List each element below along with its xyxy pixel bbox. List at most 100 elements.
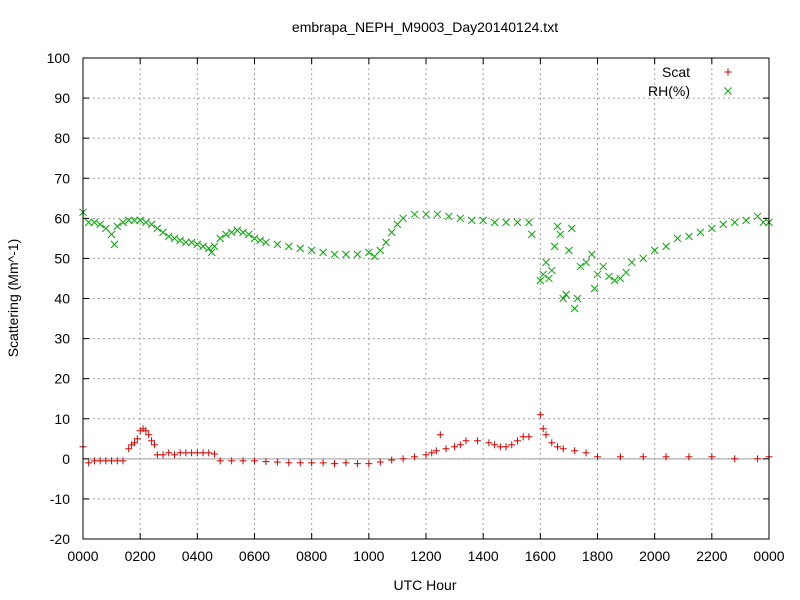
scat-point <box>251 457 258 465</box>
x-tick-label: 1600 <box>525 548 556 564</box>
scat-point <box>376 458 384 466</box>
legend-label-scat: Scat <box>662 64 690 80</box>
rh-point <box>307 246 316 255</box>
rh-point <box>570 304 579 313</box>
scat-point <box>85 459 93 467</box>
y-tick-label: 60 <box>54 210 70 226</box>
data-points <box>79 208 773 468</box>
scat-point <box>662 453 670 461</box>
rh-point <box>284 242 293 251</box>
scat-point <box>150 441 158 449</box>
scat-point <box>559 445 567 453</box>
x-tick-label: 2000 <box>639 548 670 564</box>
rh-point <box>605 272 613 281</box>
rh-point <box>479 216 488 225</box>
y-tick-label: 0 <box>62 451 70 467</box>
x-tick-label: 2200 <box>696 548 727 564</box>
rh-point <box>410 210 419 219</box>
rh-point <box>239 228 247 237</box>
scat-point <box>142 427 150 435</box>
rh-point <box>399 214 407 223</box>
rh-point <box>187 238 196 247</box>
scat-point <box>205 449 213 457</box>
y-tick-labels: -20 -10 0 10 20 30 40 50 60 70 80 90 100 <box>47 50 71 547</box>
rh-point <box>707 224 716 233</box>
x-tick-labels: 0000 0200 0400 0600 0800 1000 1200 1400 1600 1800… <box>67 548 784 564</box>
scat-point <box>239 457 247 465</box>
rh-point <box>142 218 150 227</box>
legend-marker-scat <box>724 68 732 76</box>
rh-point <box>627 258 636 267</box>
rh-point <box>147 220 156 229</box>
rh-point <box>547 266 556 275</box>
rh-point <box>545 274 553 283</box>
rh-point <box>176 236 185 245</box>
rh-point <box>113 222 122 231</box>
rh-point <box>216 234 225 243</box>
rh-point <box>573 294 582 303</box>
rh-point <box>233 226 242 235</box>
y-tick-label: 100 <box>47 50 71 66</box>
rh-point <box>319 248 327 257</box>
y-tick-label: 40 <box>54 291 70 307</box>
scat-point <box>473 437 481 445</box>
rh-point <box>562 290 570 299</box>
chart-title: embrapa_NEPH_M9003_Day20140124.txt <box>292 19 558 35</box>
rh-point <box>353 250 362 259</box>
rh-point <box>199 242 207 251</box>
rh-point <box>342 250 350 259</box>
scat-point <box>525 433 533 441</box>
scat-point <box>119 457 127 465</box>
rh-point <box>527 230 536 239</box>
rh-point <box>553 222 562 231</box>
scat-point <box>159 451 167 459</box>
scat-point <box>262 458 270 466</box>
scat-point <box>130 439 138 447</box>
rh-point <box>387 228 396 237</box>
rh-point <box>193 240 202 249</box>
rh-point <box>364 248 373 257</box>
scat-point <box>639 453 647 461</box>
rh-point <box>370 252 379 261</box>
scat-point <box>462 437 470 445</box>
rh-point <box>662 242 670 251</box>
scat-point <box>133 435 141 443</box>
rh-point <box>525 218 533 227</box>
rh-point <box>393 220 402 229</box>
rh-point <box>593 270 602 279</box>
scat-point <box>539 425 547 433</box>
x-tick-label: 1000 <box>353 548 384 564</box>
rh-point <box>159 228 167 237</box>
rh-point <box>296 244 305 253</box>
scat-point <box>582 449 590 457</box>
scat-point <box>731 455 739 463</box>
x-tick-label: 1200 <box>410 548 441 564</box>
scat-point <box>594 453 601 461</box>
rh-point <box>650 246 659 255</box>
rh-point <box>330 250 339 259</box>
y-axis-label: Scattering (Mm^-1) <box>5 239 21 358</box>
rh-point <box>590 284 599 293</box>
rh-point <box>550 242 559 251</box>
rh-point <box>164 232 173 241</box>
y-tick-label: 30 <box>54 331 70 347</box>
rh-point <box>422 210 430 219</box>
rh-point <box>599 262 608 271</box>
scat-point <box>399 455 407 463</box>
rh-point <box>256 236 265 245</box>
legend-plus-glyph <box>724 68 732 76</box>
scat-point <box>491 441 499 449</box>
rh-point <box>513 218 522 227</box>
scat-point <box>216 457 224 465</box>
x-axis-label: UTC Hour <box>393 577 456 593</box>
y-tick-label: 70 <box>54 170 70 186</box>
x-tick-label: 0000 <box>67 548 98 564</box>
rh-point <box>559 294 568 303</box>
rh-point <box>753 212 762 221</box>
rh-point <box>107 230 116 239</box>
scat-point <box>442 445 450 453</box>
scat-point <box>542 431 550 439</box>
scat-point <box>502 443 510 451</box>
rh-point <box>110 240 119 249</box>
rh-point <box>433 210 442 219</box>
